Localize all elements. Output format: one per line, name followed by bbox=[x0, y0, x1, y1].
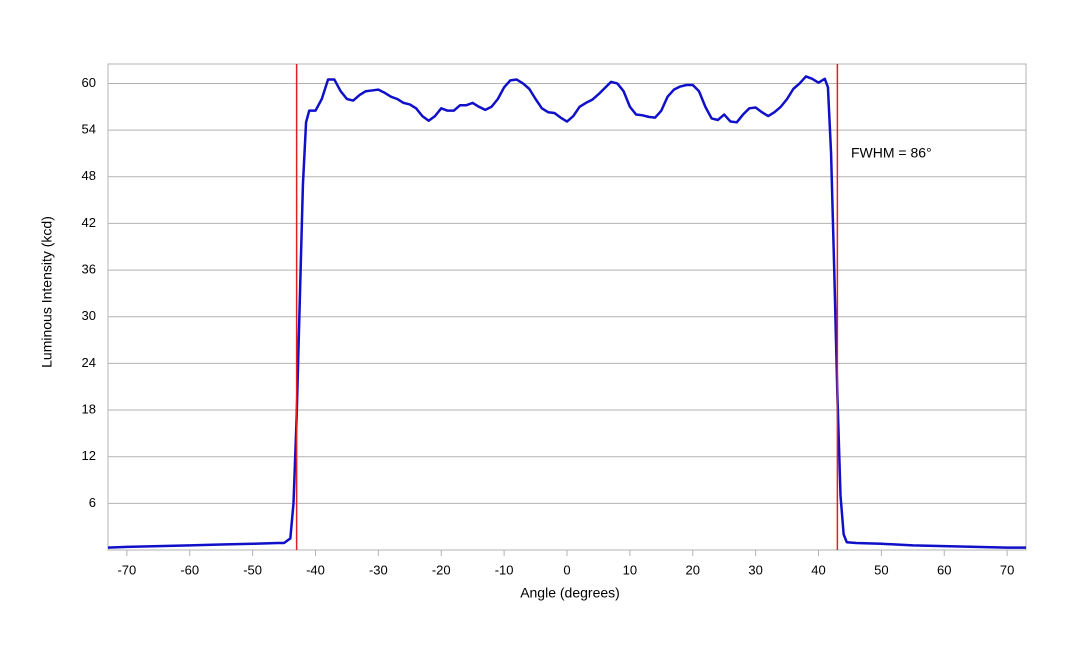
x-tick-label: 10 bbox=[623, 562, 637, 577]
x-tick-label: 50 bbox=[874, 562, 888, 577]
x-tick-label: 40 bbox=[811, 562, 825, 577]
y-tick-label: 36 bbox=[82, 262, 96, 277]
x-tick-label: -30 bbox=[369, 562, 388, 577]
y-tick-label: 42 bbox=[82, 215, 96, 230]
x-tick-label: -60 bbox=[180, 562, 199, 577]
x-axis-label: Angle (degrees) bbox=[520, 585, 620, 601]
x-tick-label: -50 bbox=[243, 562, 262, 577]
annotation: FWHM = 86° bbox=[851, 145, 932, 161]
y-tick-label: 12 bbox=[82, 448, 96, 463]
y-tick-label: 48 bbox=[82, 168, 96, 183]
x-tick-label: 30 bbox=[748, 562, 762, 577]
x-tick-label: 70 bbox=[1000, 562, 1014, 577]
y-tick-label: 24 bbox=[82, 355, 96, 370]
x-tick-label: 0 bbox=[563, 562, 570, 577]
x-tick-label: -20 bbox=[432, 562, 451, 577]
y-tick-label: 30 bbox=[82, 308, 96, 323]
x-tick-label: 60 bbox=[937, 562, 951, 577]
plot-frame bbox=[107, 63, 1027, 551]
x-tick-label: -10 bbox=[495, 562, 514, 577]
y-tick-label: 18 bbox=[82, 401, 96, 416]
y-axis-label: Luminous Intensity (kcd) bbox=[39, 216, 55, 368]
y-tick-label: 60 bbox=[82, 75, 96, 90]
x-tick-label: 20 bbox=[686, 562, 700, 577]
y-tick-label: 6 bbox=[89, 495, 96, 510]
data-line bbox=[107, 75, 1026, 549]
x-tick-label: -70 bbox=[117, 562, 136, 577]
y-tick-label: 54 bbox=[82, 122, 96, 137]
x-tick-label: -40 bbox=[306, 562, 325, 577]
